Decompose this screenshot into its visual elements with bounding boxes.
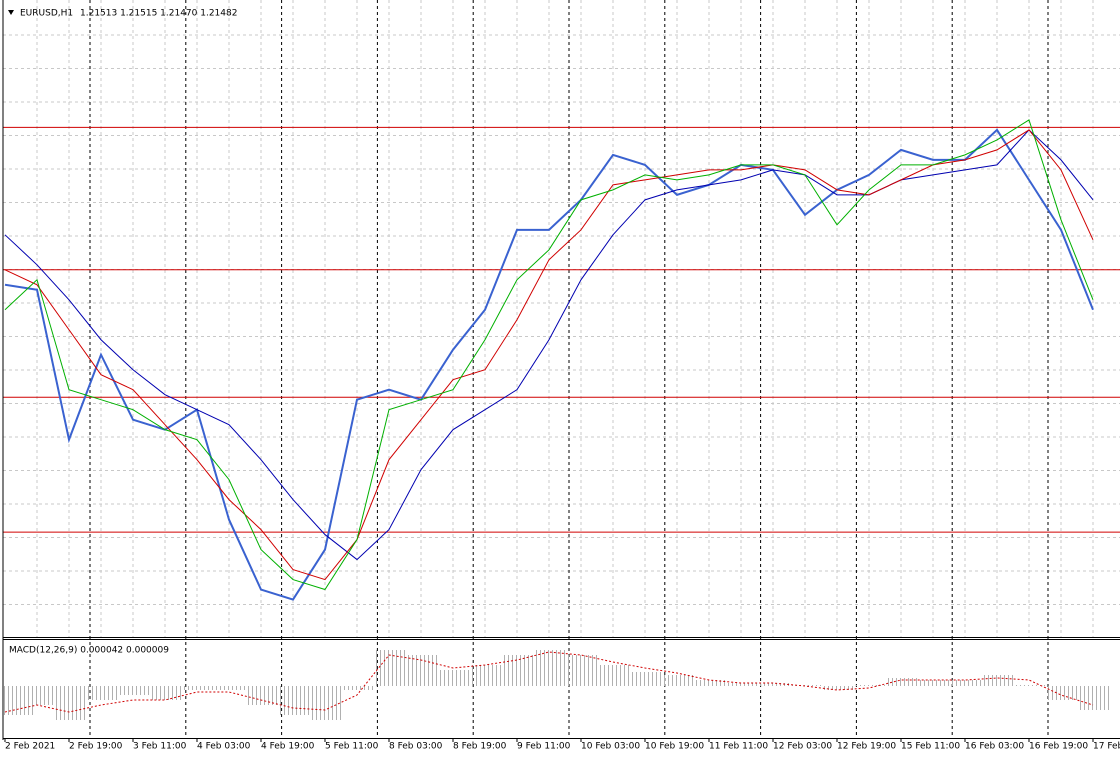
histogram-bar [1013,685,1045,686]
histogram-bar [149,686,181,700]
quote: 1.21513 1.21515 1.21470 1.21482 [80,9,237,19]
symbol-title: EURUSD,H1 [20,9,73,19]
histogram-bar [85,686,117,700]
histogram-bar [533,650,565,686]
histogram-bar [277,686,309,715]
histogram-bar [885,678,917,686]
histogram-bar [181,686,213,690]
x-tick-label: 4 Feb 19:00 [261,742,315,752]
series-line [4,651,1094,713]
x-tick-label: 9 Feb 11:00 [517,742,571,752]
marks [3,119,1120,720]
x-tick-label: 17 Feb [1093,742,1120,752]
histogram-bar [245,686,277,705]
histogram-bar [821,686,853,690]
x-tick-label: 8 Feb 03:00 [389,742,443,752]
x-tick-label: 8 Feb 19:00 [453,742,507,752]
x-tick-label: 4 Feb 03:00 [197,742,251,752]
histogram-bar [373,650,405,686]
histogram-bar [21,686,53,705]
histogram-bar [757,683,789,686]
series-line [4,128,1094,601]
x-tick-label: 3 Feb 11:00 [133,742,187,752]
series-line [4,129,1094,561]
x-tick-label: 11 Feb 11:00 [709,742,768,752]
histogram-bar [53,686,85,720]
x-tick-label: 15 Feb 11:00 [901,742,960,752]
x-tick-label: 16 Feb 03:00 [965,742,1024,752]
histogram-bar [853,685,885,686]
histogram-bar [1045,686,1077,700]
series-line [4,119,1094,591]
histogram-bar [309,686,341,720]
histogram-bar [917,680,949,686]
x-tick-label: 16 Feb 19:00 [1029,742,1088,752]
histogram-bar [661,675,693,686]
histogram-bar [565,655,597,686]
x-tick-label: 10 Feb 19:00 [645,742,704,752]
x-tick-label: 12 Feb 03:00 [773,742,832,752]
histogram-bar [469,665,501,686]
histogram-bar [981,675,1013,686]
histogram-bar [629,672,661,686]
x-tick-label: 2 Feb 19:00 [69,742,123,752]
histogram-bar [437,670,469,686]
histogram-bar [501,655,533,686]
dropdown-icon[interactable] [8,10,14,15]
histogram-bar [213,686,245,690]
macd-title: MACD(12,26,9) 0.000042 0.000009 [9,646,169,656]
histogram-bar [341,686,373,690]
x-tick-label: 12 Feb 19:00 [837,742,896,752]
x-tick-label: 10 Feb 03:00 [581,742,640,752]
x-tick-label: 5 Feb 11:00 [325,742,379,752]
histogram-bar [1077,686,1109,710]
histogram-bar [949,680,981,686]
series-line [4,129,1094,581]
histogram-bar [693,680,725,686]
histogram-bar [725,683,757,686]
histogram-bar [597,665,629,686]
histogram-bar [117,686,149,695]
x-tick-label: 2 Feb 2021 [5,742,55,752]
